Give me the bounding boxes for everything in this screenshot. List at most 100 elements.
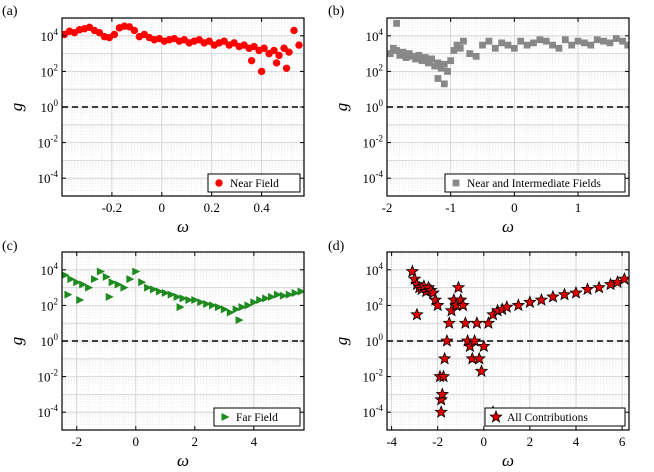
x-tick-label: 0.2 xyxy=(204,200,220,215)
data-point xyxy=(491,44,499,52)
data-point xyxy=(262,294,271,303)
data-point xyxy=(447,57,455,65)
data-point xyxy=(568,41,576,49)
data-point xyxy=(592,280,606,294)
y-tick-label: 100 xyxy=(366,332,384,349)
data-point xyxy=(167,290,176,299)
data-point xyxy=(110,30,119,39)
data-point xyxy=(437,64,445,72)
x-tick-label: -4 xyxy=(386,434,397,449)
x-axis-label: ω xyxy=(177,217,189,236)
data-point xyxy=(435,387,450,401)
data-point xyxy=(472,351,486,365)
data-point xyxy=(402,54,410,61)
data-point xyxy=(456,298,470,312)
data-point xyxy=(444,303,459,317)
data-point xyxy=(561,36,569,44)
data-point xyxy=(581,39,588,47)
legend-box xyxy=(444,173,626,193)
data-point xyxy=(108,278,117,287)
data-point xyxy=(205,37,213,45)
data-point xyxy=(511,298,526,312)
x-tick-label: 6 xyxy=(619,434,626,449)
x-tick-label: 4 xyxy=(251,434,258,449)
data-point xyxy=(458,316,473,329)
data-point xyxy=(415,51,423,59)
panel-label: (c) xyxy=(2,239,18,254)
y-tick-label: 102 xyxy=(366,62,384,79)
data-point xyxy=(161,288,170,297)
y-tick-label: 100 xyxy=(41,332,59,349)
legend: Near and Intermediate Fields xyxy=(444,173,626,193)
data-point xyxy=(442,316,456,329)
data-point xyxy=(619,37,627,45)
data-point xyxy=(291,288,300,297)
data-point xyxy=(285,290,294,299)
data-point xyxy=(67,275,76,284)
data-point xyxy=(220,305,229,314)
data-point xyxy=(209,301,218,310)
x-tick-label: 2 xyxy=(527,434,534,449)
data-point xyxy=(393,19,400,27)
data-point xyxy=(444,68,451,75)
data-point xyxy=(451,280,466,294)
data-point xyxy=(542,37,550,45)
data-point xyxy=(500,300,514,313)
data-point xyxy=(244,301,253,310)
legend-marker xyxy=(221,413,230,421)
data-point xyxy=(530,39,537,47)
y-tick-label: 104 xyxy=(41,27,59,44)
data-point xyxy=(410,307,424,321)
data-point xyxy=(587,41,595,49)
data-point xyxy=(191,296,200,305)
data-point xyxy=(437,351,452,365)
data-point xyxy=(454,292,468,306)
y-tick-label: 102 xyxy=(41,62,59,79)
data-point xyxy=(504,41,512,49)
data-point xyxy=(126,275,135,284)
data-point xyxy=(546,289,560,303)
x-tick-label: 2 xyxy=(192,434,199,449)
data-point xyxy=(421,54,429,61)
chart-panel-1: -0.2 0 0.2 0.4 10-4 10-2 100 102 104 ω g (a) Near Fi… xyxy=(2,4,305,236)
data-point xyxy=(405,264,420,278)
data-point xyxy=(238,303,247,312)
data-point xyxy=(297,287,304,296)
data-point xyxy=(282,64,291,72)
data-point xyxy=(179,294,188,303)
legend-label: Near and Intermediate Fields xyxy=(467,178,601,190)
x-tick-label: 0 xyxy=(481,434,488,449)
chart-panel-4: -4 -2 0 2 4 6 10-4 10-2 100 102 104 ω g (d) All Contri… xyxy=(328,239,630,470)
data-point xyxy=(440,60,448,68)
data-point xyxy=(76,296,85,305)
y-tick-label: 10-4 xyxy=(38,169,59,186)
x-tick-label: 0 xyxy=(133,434,140,449)
data-point xyxy=(64,290,73,299)
data-point xyxy=(430,298,445,312)
data-point xyxy=(90,275,99,284)
data-point xyxy=(393,47,400,54)
data-point xyxy=(138,278,147,287)
data-point xyxy=(85,283,94,292)
data-point xyxy=(474,364,489,377)
data-point xyxy=(517,37,525,45)
data-point xyxy=(426,285,440,299)
data-point xyxy=(247,56,256,65)
data-point xyxy=(536,36,544,44)
data-point xyxy=(424,59,432,67)
data-point xyxy=(270,46,278,55)
legend-label: Near Field xyxy=(230,178,279,190)
data-point xyxy=(95,28,104,37)
x-axis-label: ω xyxy=(177,451,189,470)
data-point xyxy=(456,44,464,52)
data-point xyxy=(466,50,474,57)
data-point xyxy=(612,35,620,42)
y-axis-label: g xyxy=(332,337,351,346)
data-point xyxy=(450,47,458,54)
data-point xyxy=(197,298,206,307)
x-axis-label: ω xyxy=(502,451,514,470)
data-point xyxy=(132,267,141,276)
y-tick-label: 10-2 xyxy=(363,368,384,385)
data-point xyxy=(569,285,583,299)
